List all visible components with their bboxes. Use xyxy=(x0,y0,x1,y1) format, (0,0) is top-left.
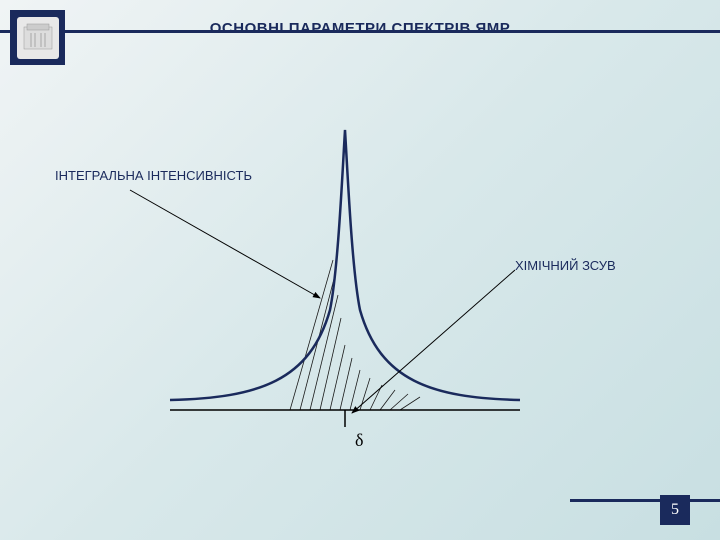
footer-line xyxy=(570,499,720,502)
logo-icon xyxy=(17,17,59,59)
slide-title: ОСНОВНІ ПАРАМЕТРИ СПЕКТРІВ ЯМР xyxy=(0,20,720,37)
page-number: 5 xyxy=(660,495,690,525)
nmr-peak-diagram xyxy=(120,120,570,460)
delta-label: δ xyxy=(355,430,363,451)
logo-box xyxy=(10,10,65,65)
